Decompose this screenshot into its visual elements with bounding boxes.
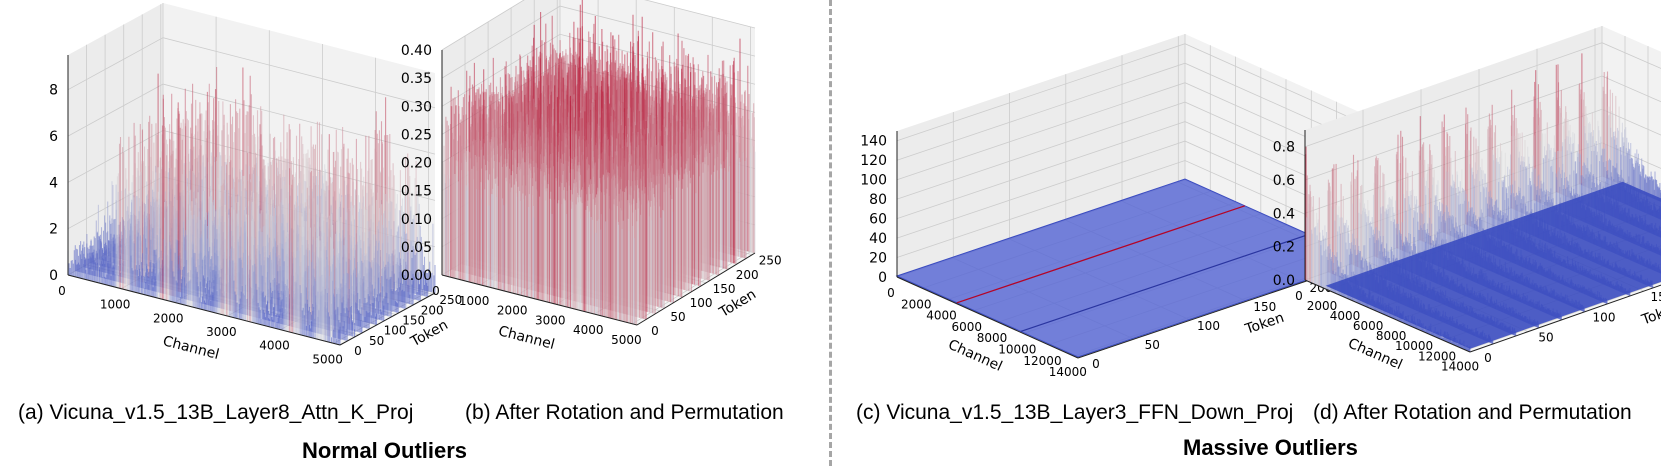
y-tick-label: 200 (421, 303, 444, 317)
x-tick-label: 0 (58, 284, 66, 298)
y-tick-label: 0 (354, 344, 362, 358)
chart-panel-1: 0100020003000400050000501001502002500.00… (401, 0, 782, 353)
x-tick-label: 4000 (259, 339, 290, 353)
grid-z (67, 83, 436, 155)
z-tick-label: 6 (49, 129, 58, 145)
y-tick-label: 50 (369, 334, 384, 348)
y-axis-line (339, 292, 436, 346)
grid-z (441, 5, 756, 79)
grid-z (441, 0, 756, 51)
z-tick-label: 0 (49, 268, 58, 284)
y-tick-label: 150 (402, 314, 425, 328)
y-tick-label: 100 (384, 324, 407, 338)
x-tick-label: 3000 (206, 325, 237, 339)
x-tick-label: 1000 (100, 298, 131, 312)
y-tick-label: 250 (439, 293, 462, 307)
x-axis-line (67, 274, 341, 346)
z-tick-label: 8 (49, 83, 58, 99)
x-tick-label: 2000 (153, 311, 184, 325)
grid-z (67, 37, 436, 109)
z-tick-label: 2 (49, 222, 58, 238)
x-tick-label: 5000 (312, 352, 343, 366)
z-tick-label: 4 (49, 175, 58, 191)
